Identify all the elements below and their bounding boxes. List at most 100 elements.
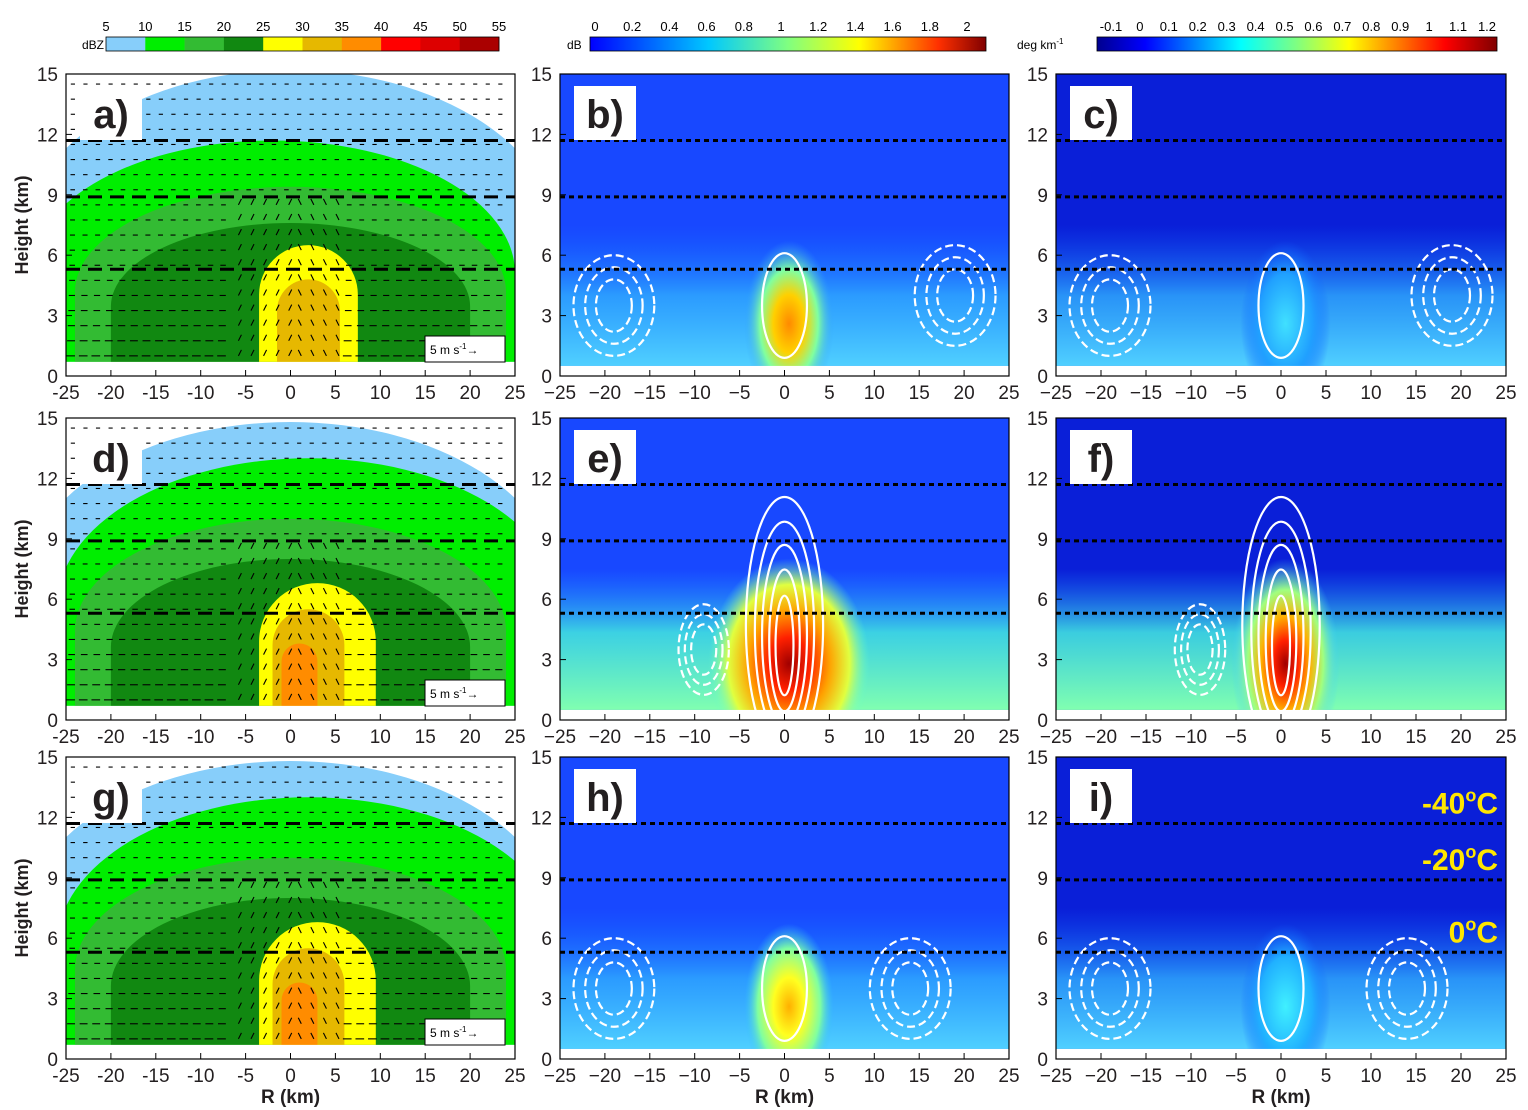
xtick-label: 20 — [460, 1066, 481, 1087]
colorbar-tick: 1.8 — [921, 19, 939, 34]
wind-vector — [322, 1002, 327, 1009]
xtick-label: −10 — [1175, 383, 1207, 404]
colorbar-tick: 1.6 — [884, 19, 902, 34]
panel-d: 5 m s-1→ d) 0 3 6 9 12 15 -25 -20 -15 -10 -5 0 5 10 15 20… — [12, 409, 526, 748]
xtick-label: −20 — [589, 383, 621, 404]
colorbar-dbz-tick: 10 — [138, 19, 152, 34]
wind-vector — [237, 911, 242, 919]
negative-contour — [1080, 266, 1140, 345]
xtick-label: −20 — [589, 727, 621, 748]
wind-vector — [335, 663, 340, 670]
xtick-label: −15 — [634, 1066, 666, 1087]
wind-vector — [310, 557, 315, 565]
wind-vector — [335, 693, 340, 701]
ytick-label: 12 — [37, 469, 58, 490]
wind-vector — [250, 334, 255, 342]
xtick-label: 10 — [1360, 1066, 1381, 1087]
wind-vector — [250, 198, 255, 206]
wind-vector — [288, 678, 293, 686]
wind-vector — [322, 243, 327, 251]
wind-vector — [288, 542, 293, 550]
wind-vector — [263, 542, 268, 550]
wind-vector — [310, 334, 315, 342]
panel-label: h) — [586, 776, 624, 820]
xtick-label: 15 — [909, 727, 930, 748]
wind-vector — [288, 633, 293, 640]
wind-vector — [237, 243, 242, 251]
wind-vector — [250, 289, 255, 296]
isotherm-label: -40oC — [1422, 785, 1498, 820]
scale-arrow-label: 5 m s-1→ — [430, 342, 478, 357]
xtick-label: 25 — [1495, 383, 1516, 404]
xtick-label: −5 — [729, 727, 751, 748]
wind-vector — [310, 693, 315, 701]
wind-vector — [310, 274, 315, 281]
wind-vector — [275, 213, 280, 221]
isotherm-label: -20oC — [1422, 842, 1498, 877]
wind-vector — [237, 972, 242, 979]
wind-vector — [263, 678, 268, 686]
xtick-label: −25 — [1040, 727, 1072, 748]
wind-vector — [275, 572, 280, 580]
wind-vector — [263, 587, 268, 595]
colorbar-tick: 0.2 — [1189, 19, 1207, 34]
wind-vector — [335, 1017, 340, 1025]
wind-vector — [297, 1017, 302, 1025]
wind-vector — [288, 557, 293, 565]
wind-vector — [335, 1002, 340, 1009]
wind-vector — [288, 603, 293, 610]
contours — [1068, 935, 1449, 1042]
panel-b: b) 0 3 6 9 12 15 −25 −20 −15 −10 −5 0 5 10 15 20 25 — [531, 65, 1020, 404]
xtick-label: 25 — [998, 383, 1019, 404]
wind-vector — [275, 896, 280, 904]
colorbar-dbz-tick: 30 — [295, 19, 309, 34]
colorbar-dbz-box — [420, 37, 460, 51]
xtick-label: −10 — [679, 1066, 711, 1087]
colorbar-tick: 0.9 — [1391, 19, 1409, 34]
xtick-label: 0 — [779, 1066, 790, 1087]
wind-vector — [250, 319, 255, 326]
positive-contour — [753, 520, 816, 720]
xtick-label: 5 — [330, 727, 341, 748]
wind-vector — [237, 957, 242, 964]
y-axis-label: Height (km) — [12, 519, 32, 618]
colorbar-tick: 0.3 — [1218, 19, 1236, 34]
wind-vector — [310, 213, 315, 221]
wind-vector — [297, 1032, 302, 1040]
wind-vector — [297, 243, 302, 251]
wind-vector — [288, 987, 293, 994]
wind-vector — [250, 587, 255, 595]
x-axis-label: R (km) — [1251, 1087, 1310, 1108]
xtick-label: −15 — [1130, 383, 1162, 404]
wind-vector — [322, 693, 327, 701]
wind-vector — [250, 972, 255, 979]
xtick-label: -25 — [52, 383, 79, 404]
negative-contour — [936, 268, 975, 323]
ytick-label: 0 — [47, 711, 58, 732]
panel-label: c) — [1083, 93, 1119, 137]
wind-vector — [297, 693, 302, 701]
panel-label-box — [574, 86, 636, 140]
wind-vector — [322, 289, 327, 296]
ytick-label: 0 — [47, 1050, 58, 1071]
colorbar-dbz-box — [223, 37, 264, 51]
xtick-label: 25 — [998, 727, 1019, 748]
wind-vector — [322, 542, 327, 550]
reflectivity-field — [66, 74, 515, 374]
colorbar-tick: 0 — [1136, 19, 1143, 34]
wind-vector — [263, 557, 268, 565]
ytick-label: 9 — [47, 530, 58, 551]
reflectivity-contour — [277, 279, 340, 362]
wind-vector — [322, 587, 327, 595]
wind-vector — [310, 633, 315, 640]
core-field — [744, 240, 834, 376]
wind-vector — [288, 693, 293, 701]
wind-vector — [310, 926, 315, 934]
y-axis-label: Height (km) — [12, 858, 32, 957]
wind-vector — [297, 289, 302, 296]
wind-vector — [322, 259, 327, 266]
xtick-label: −10 — [1175, 1066, 1207, 1087]
x-axis-label: R (km) — [261, 1087, 320, 1108]
ytick-label: 9 — [541, 530, 552, 551]
